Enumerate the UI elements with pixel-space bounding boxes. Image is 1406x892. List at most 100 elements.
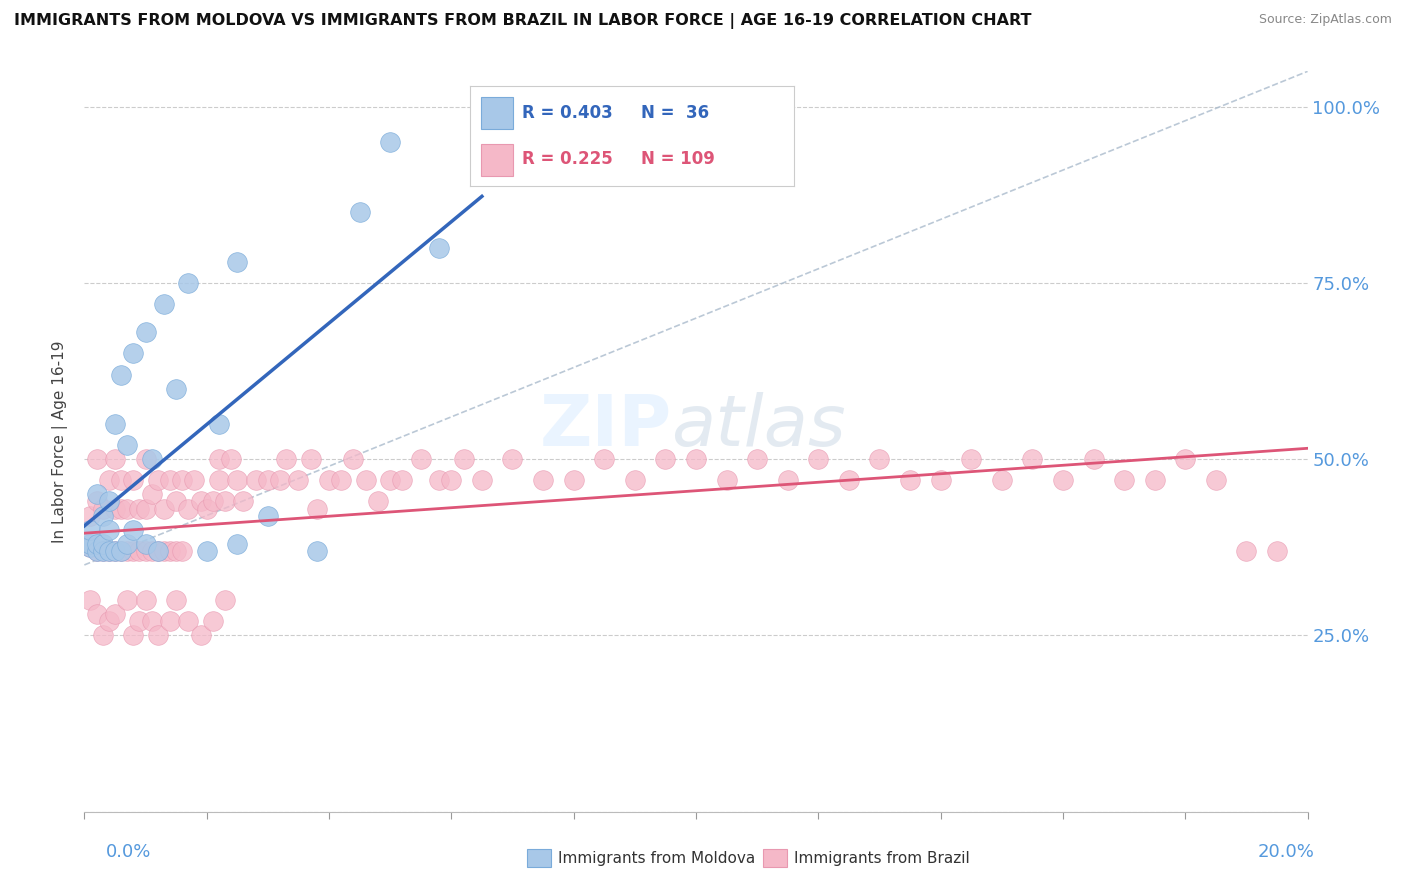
Point <box>214 494 236 508</box>
Point <box>807 452 830 467</box>
Point <box>354 473 377 487</box>
Point <box>593 452 616 467</box>
Point <box>110 473 132 487</box>
Point <box>122 523 145 537</box>
Point <box>1021 452 1043 467</box>
Point <box>562 473 585 487</box>
Point <box>86 452 108 467</box>
Point <box>91 501 114 516</box>
Point <box>257 473 280 487</box>
Point <box>195 501 218 516</box>
Point <box>201 494 224 508</box>
Point <box>1114 473 1136 487</box>
Point <box>153 297 176 311</box>
Point <box>226 473 249 487</box>
Point <box>86 537 108 551</box>
Point <box>226 254 249 268</box>
Text: 20.0%: 20.0% <box>1258 843 1315 861</box>
Point <box>86 487 108 501</box>
Point <box>86 607 108 622</box>
Text: atlas: atlas <box>672 392 846 461</box>
Point <box>153 544 176 558</box>
Point <box>391 473 413 487</box>
Point <box>716 473 738 487</box>
Point <box>141 452 163 467</box>
Point <box>1143 473 1166 487</box>
Point <box>115 438 138 452</box>
Point <box>1205 473 1227 487</box>
Point <box>624 473 647 487</box>
Point <box>91 537 114 551</box>
Point <box>305 544 328 558</box>
Point <box>146 473 169 487</box>
Point <box>257 508 280 523</box>
Point <box>232 494 254 508</box>
Point <box>146 544 169 558</box>
Point <box>97 473 120 487</box>
Point <box>172 473 194 487</box>
Point <box>330 473 353 487</box>
Point <box>440 473 463 487</box>
Point <box>86 544 108 558</box>
Point <box>214 593 236 607</box>
Point <box>115 501 138 516</box>
Point <box>104 501 127 516</box>
Point <box>128 501 150 516</box>
Point <box>409 452 432 467</box>
Point <box>165 494 187 508</box>
Text: Immigrants from Moldova: Immigrants from Moldova <box>558 851 755 865</box>
Point <box>165 544 187 558</box>
Point <box>110 368 132 382</box>
Point <box>135 593 157 607</box>
Point <box>104 452 127 467</box>
Point <box>135 537 157 551</box>
Point <box>159 615 181 629</box>
Point <box>91 508 114 523</box>
Point <box>128 544 150 558</box>
Point <box>276 452 298 467</box>
Point <box>898 473 921 487</box>
Point <box>159 473 181 487</box>
Point <box>86 494 108 508</box>
Point <box>299 452 322 467</box>
Point <box>128 615 150 629</box>
Point <box>104 607 127 622</box>
Point <box>97 544 120 558</box>
Point <box>747 452 769 467</box>
Point <box>208 417 231 431</box>
Point <box>104 544 127 558</box>
Point <box>122 473 145 487</box>
Point <box>991 473 1014 487</box>
Point <box>208 473 231 487</box>
Y-axis label: In Labor Force | Age 16-19: In Labor Force | Age 16-19 <box>52 340 69 543</box>
Point <box>177 501 200 516</box>
Point <box>115 544 138 558</box>
Point <box>122 544 145 558</box>
Point <box>141 615 163 629</box>
Point <box>226 537 249 551</box>
Point <box>287 473 309 487</box>
Point <box>141 487 163 501</box>
Point <box>91 544 114 558</box>
Point <box>97 494 120 508</box>
Point <box>146 628 169 642</box>
Point <box>190 494 212 508</box>
Point <box>91 544 114 558</box>
Point <box>159 544 181 558</box>
Point <box>165 593 187 607</box>
Point <box>104 417 127 431</box>
Point <box>269 473 291 487</box>
Point <box>141 544 163 558</box>
Point <box>177 276 200 290</box>
Point <box>135 544 157 558</box>
Point <box>305 501 328 516</box>
Point <box>380 135 402 149</box>
Point <box>531 473 554 487</box>
Point <box>183 473 205 487</box>
Point <box>201 615 224 629</box>
Point <box>208 452 231 467</box>
Point <box>97 523 120 537</box>
Point <box>869 452 891 467</box>
Point <box>427 241 450 255</box>
Text: 0.0%: 0.0% <box>105 843 150 861</box>
